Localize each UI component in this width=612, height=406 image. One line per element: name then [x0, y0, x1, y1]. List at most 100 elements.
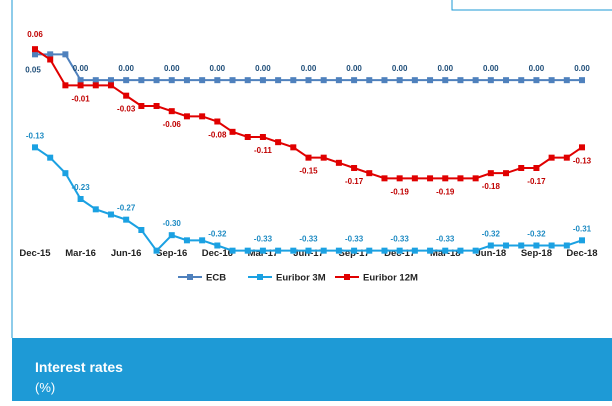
point: [472, 77, 479, 84]
point: [381, 175, 388, 182]
point: [183, 77, 190, 84]
point: [335, 159, 342, 166]
point: [335, 77, 342, 84]
point: [548, 154, 555, 161]
point: [214, 77, 221, 84]
point: [138, 77, 145, 84]
point: [305, 154, 312, 161]
point: [579, 77, 585, 84]
legend-marker: [187, 274, 193, 280]
point: [442, 77, 449, 84]
point: [563, 77, 570, 84]
point: [320, 154, 327, 161]
legend-label: Euribor 3M: [276, 273, 326, 284]
point: [396, 247, 403, 254]
point: [259, 134, 266, 140]
point: [107, 77, 114, 84]
point: [381, 77, 388, 84]
point: [518, 165, 525, 171]
value-label: -0.19: [436, 187, 455, 196]
point: [168, 232, 175, 239]
point: [442, 247, 449, 254]
point: [396, 175, 403, 182]
point: [487, 170, 494, 177]
point: [503, 77, 510, 84]
value-label: -0.18: [482, 182, 501, 191]
value-label: -0.30: [163, 219, 182, 228]
point: [107, 211, 114, 218]
point: [214, 242, 221, 249]
point: [77, 77, 84, 84]
value-label: -0.15: [299, 167, 318, 176]
point: [244, 134, 251, 140]
x-tick-label: Sep-16: [156, 248, 187, 259]
point: [47, 154, 54, 161]
legend-marker: [344, 274, 350, 280]
point: [533, 77, 540, 84]
value-label: 0.00: [437, 64, 453, 73]
x-tick-label: Mar-16: [65, 248, 96, 259]
point: [183, 237, 190, 244]
value-label: -0.32: [482, 230, 501, 239]
x-tick-label: Dec-18: [566, 248, 597, 259]
point: [579, 144, 585, 151]
point: [259, 247, 266, 254]
point: [427, 175, 434, 182]
point: [381, 247, 388, 254]
point: [275, 247, 282, 254]
point: [411, 247, 418, 254]
value-label: -0.32: [527, 230, 546, 239]
point: [305, 247, 312, 254]
point: [427, 247, 434, 254]
point: [320, 247, 327, 254]
value-label: 0.00: [483, 64, 499, 73]
point: [153, 247, 160, 254]
point: [244, 77, 251, 84]
point: [457, 175, 464, 182]
value-label: -0.32: [208, 230, 227, 239]
point: [366, 170, 373, 177]
point: [487, 242, 494, 249]
point: [472, 175, 479, 182]
point: [32, 46, 38, 53]
legend-label: Euribor 12M: [363, 273, 418, 284]
point: [457, 247, 464, 254]
point: [123, 92, 130, 99]
point: [153, 77, 160, 84]
point: [320, 77, 327, 84]
point: [183, 113, 190, 120]
value-label: 0.00: [118, 64, 134, 73]
point: [214, 118, 221, 125]
point: [275, 139, 282, 146]
value-label: -0.06: [163, 120, 182, 129]
value-label: 0.00: [255, 64, 271, 73]
value-label: -0.33: [345, 235, 364, 244]
value-label: 0.00: [529, 64, 545, 73]
point: [563, 242, 570, 249]
point: [229, 247, 236, 254]
legend-marker: [257, 274, 263, 280]
legend-label: ECB: [206, 273, 226, 284]
x-tick-label: Jun-16: [111, 248, 142, 259]
point: [290, 247, 297, 254]
point: [366, 77, 373, 84]
point: [138, 227, 145, 233]
caption: Interest rates: [35, 359, 123, 375]
point: [290, 77, 297, 84]
point: [351, 165, 358, 171]
point: [259, 77, 266, 84]
point: [62, 51, 69, 58]
point: [77, 82, 84, 89]
point: [229, 77, 236, 84]
point: [47, 56, 54, 63]
value-label: 0.00: [301, 64, 317, 73]
point: [199, 113, 206, 120]
point: [351, 247, 358, 254]
point: [518, 242, 525, 249]
point: [548, 242, 555, 249]
value-label: -0.11: [254, 146, 272, 155]
value-label: -0.33: [299, 235, 318, 244]
point: [168, 77, 175, 84]
value-label: -0.03: [117, 105, 136, 114]
